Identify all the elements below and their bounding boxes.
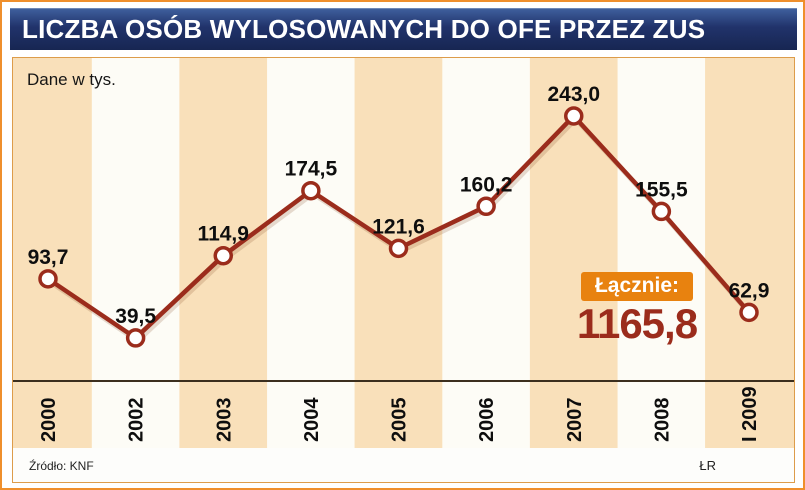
data-point-marker xyxy=(125,328,146,348)
value-label: 160,2 xyxy=(460,173,513,196)
x-tick-label: 2003 xyxy=(213,398,235,443)
data-point-marker xyxy=(301,180,321,201)
value-label: 114,9 xyxy=(198,223,249,246)
x-tick-label: 2000 xyxy=(38,398,60,443)
data-point-marker xyxy=(38,269,58,289)
x-tick-label: 2005 xyxy=(389,398,411,443)
line-chart: 93,7 39,5 114,9 174,5 121,6 160,2 243,0 155,5 62… xyxy=(13,58,794,448)
column-band xyxy=(267,58,355,448)
value-label: 243,0 xyxy=(547,83,600,106)
value-label: 174,5 xyxy=(285,158,338,181)
data-point-marker xyxy=(213,245,233,266)
x-tick-label: 2004 xyxy=(301,397,323,442)
x-tick-label: 2006 xyxy=(476,398,498,443)
x-tick-label: 2002 xyxy=(126,398,148,443)
value-label: 62,9 xyxy=(729,279,770,302)
source-note: Źródło: KNF xyxy=(29,459,94,473)
data-point-marker xyxy=(651,201,672,222)
value-label: 39,5 xyxy=(115,305,156,328)
x-tick-label: 2008 xyxy=(651,398,673,443)
x-tick-label: I 2009 xyxy=(739,386,761,442)
column-band xyxy=(442,58,530,448)
column-band xyxy=(91,58,180,448)
total-value: 1165,8 xyxy=(576,300,698,347)
value-label: 155,5 xyxy=(635,178,688,201)
total-label-badge: Łącznie: xyxy=(580,272,694,301)
column-band xyxy=(13,58,92,448)
footer-strip: Źródło: KNF ŁR xyxy=(13,448,794,482)
author-initials: ŁR xyxy=(699,458,716,473)
value-label: 121,6 xyxy=(372,215,425,238)
data-point-marker xyxy=(476,196,496,217)
units-note: Dane w tys. xyxy=(27,70,116,89)
chart-panel: 93,7 39,5 114,9 174,5 121,6 160,2 243,0 155,5 62… xyxy=(12,57,795,483)
page-title: LICZBA OSÓB WYLOSOWANYCH DO OFE PRZEZ ZU… xyxy=(22,13,706,44)
title-bar: LICZBA OSÓB WYLOSOWANYCH DO OFE PRZEZ ZU… xyxy=(10,8,797,50)
value-label: 93,7 xyxy=(28,246,69,269)
column-band xyxy=(705,58,793,448)
x-tick-label: 2007 xyxy=(564,398,586,443)
column-band xyxy=(617,58,706,448)
data-point-marker xyxy=(739,302,759,323)
data-point-marker xyxy=(388,238,409,259)
total-block: Łącznie: 1165,8 xyxy=(559,272,715,346)
data-point-marker xyxy=(564,106,584,126)
